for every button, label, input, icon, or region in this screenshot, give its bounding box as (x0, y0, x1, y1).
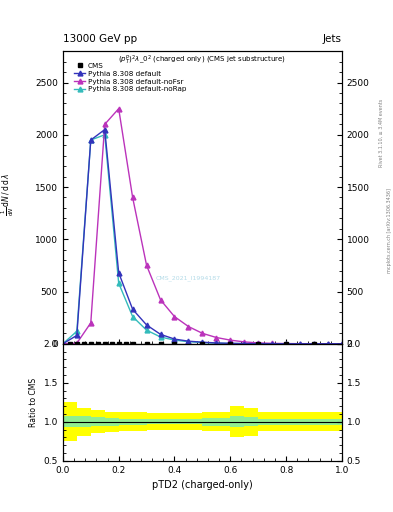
Pythia 8.308 default (144, 322, 149, 328)
Pythia 8.308 default (312, 340, 316, 347)
Pythia 8.308 default (88, 137, 93, 143)
Pythia 8.308 default (172, 336, 177, 342)
Pythia 8.308 default (186, 338, 191, 344)
Pythia 8.308 default-noFsr (116, 105, 121, 112)
Pythia 8.308 default-noFsr (284, 340, 288, 347)
Text: mcplots.cern.ch [arXiv:1306.3436]: mcplots.cern.ch [arXiv:1306.3436] (387, 188, 391, 273)
Pythia 8.308 default-noFsr (172, 313, 177, 319)
CMS (158, 340, 163, 347)
Pythia 8.308 default (116, 270, 121, 276)
Pythia 8.308 default-noRap (172, 337, 177, 343)
Pythia 8.308 default-noRap (284, 340, 288, 347)
Pythia 8.308 default-noRap (75, 328, 79, 334)
Pythia 8.308 default (61, 340, 65, 347)
Pythia 8.308 default-noFsr (200, 330, 205, 336)
Pythia 8.308 default-noRap (298, 340, 303, 347)
Pythia 8.308 default (326, 340, 331, 347)
Pythia 8.308 default (340, 340, 344, 347)
Pythia 8.308 default-noFsr (102, 121, 107, 127)
CMS (102, 340, 107, 347)
CMS (144, 340, 149, 347)
CMS (123, 340, 128, 347)
CMS (95, 340, 100, 347)
Pythia 8.308 default-noRap (312, 340, 316, 347)
CMS (116, 340, 121, 347)
Line: Pythia 8.308 default-noRap: Pythia 8.308 default-noRap (61, 133, 344, 346)
Pythia 8.308 default-noFsr (214, 334, 219, 340)
Text: 13000 GeV pp: 13000 GeV pp (63, 33, 137, 44)
CMS (68, 340, 72, 347)
Text: CMS_2021_I1994187: CMS_2021_I1994187 (156, 275, 221, 281)
Pythia 8.308 default-noFsr (312, 340, 316, 347)
Pythia 8.308 default-noFsr (144, 262, 149, 268)
Pythia 8.308 default-noRap (326, 340, 331, 347)
Text: $\frac{1}{\mathrm{d}N}\,\mathrm{d}N \,/\, \mathrm{d}\,\mathrm{d}\,\lambda$: $\frac{1}{\mathrm{d}N}\,\mathrm{d}N \,/\… (0, 173, 16, 216)
CMS (312, 340, 316, 347)
Pythia 8.308 default-noFsr (242, 339, 247, 345)
Line: Pythia 8.308 default-noFsr: Pythia 8.308 default-noFsr (61, 106, 344, 346)
Pythia 8.308 default (228, 340, 233, 347)
CMS (88, 340, 93, 347)
Pythia 8.308 default-noRap (144, 327, 149, 333)
Pythia 8.308 default-noFsr (298, 340, 303, 347)
Pythia 8.308 default-noRap (228, 340, 233, 347)
Pythia 8.308 default-noFsr (270, 340, 275, 347)
Pythia 8.308 default-noFsr (228, 337, 233, 343)
Pythia 8.308 default-noFsr (256, 340, 261, 346)
Pythia 8.308 default-noRap (270, 340, 275, 347)
CMS (172, 340, 177, 347)
CMS (200, 340, 205, 347)
Pythia 8.308 default-noRap (340, 340, 344, 347)
Pythia 8.308 default-noFsr (130, 195, 135, 201)
Pythia 8.308 default-noRap (200, 339, 205, 346)
CMS (81, 340, 86, 347)
Pythia 8.308 default (158, 331, 163, 337)
Pythia 8.308 default-noFsr (186, 324, 191, 330)
Pythia 8.308 default-noRap (256, 340, 261, 347)
Text: Jets: Jets (323, 33, 342, 44)
Pythia 8.308 default (75, 332, 79, 338)
CMS (284, 340, 288, 347)
Pythia 8.308 default-noRap (88, 137, 93, 143)
Pythia 8.308 default (298, 340, 303, 347)
CMS (75, 340, 79, 347)
Pythia 8.308 default-noRap (61, 340, 65, 347)
X-axis label: pTD2 (charged-only): pTD2 (charged-only) (152, 480, 253, 490)
Pythia 8.308 default (214, 340, 219, 346)
Pythia 8.308 default-noRap (242, 340, 247, 347)
Text: $(p_T^p)^2\lambda\_0^2$ (charged only) (CMS jet substructure): $(p_T^p)^2\lambda\_0^2$ (charged only) (… (118, 54, 286, 68)
CMS (256, 340, 261, 347)
Pythia 8.308 default-noFsr (340, 340, 344, 347)
Pythia 8.308 default-noRap (158, 334, 163, 340)
Pythia 8.308 default (284, 340, 288, 347)
Pythia 8.308 default-noFsr (326, 340, 331, 347)
Pythia 8.308 default-noRap (102, 132, 107, 138)
Pythia 8.308 default (200, 339, 205, 345)
Text: Rivet 3.1.10, ≥ 3.4M events: Rivet 3.1.10, ≥ 3.4M events (379, 99, 384, 167)
CMS (130, 340, 135, 347)
Pythia 8.308 default (256, 340, 261, 347)
Pythia 8.308 default (270, 340, 275, 347)
Pythia 8.308 default (242, 340, 247, 347)
Pythia 8.308 default-noFsr (61, 340, 65, 347)
CMS (228, 340, 233, 347)
Line: CMS: CMS (68, 342, 316, 346)
Pythia 8.308 default-noRap (130, 313, 135, 319)
Pythia 8.308 default-noRap (116, 280, 121, 286)
Pythia 8.308 default-noFsr (88, 320, 93, 326)
Line: Pythia 8.308 default: Pythia 8.308 default (61, 127, 344, 346)
Pythia 8.308 default (130, 306, 135, 312)
Pythia 8.308 default-noFsr (158, 297, 163, 303)
CMS (109, 340, 114, 347)
Pythia 8.308 default-noFsr (75, 340, 79, 346)
Y-axis label: Ratio to CMS: Ratio to CMS (29, 378, 38, 427)
Legend: CMS, Pythia 8.308 default, Pythia 8.308 default-noFsr, Pythia 8.308 default-noRa: CMS, Pythia 8.308 default, Pythia 8.308 … (72, 60, 189, 95)
Pythia 8.308 default-noRap (214, 340, 219, 346)
Pythia 8.308 default (102, 126, 107, 133)
Pythia 8.308 default-noRap (186, 338, 191, 345)
